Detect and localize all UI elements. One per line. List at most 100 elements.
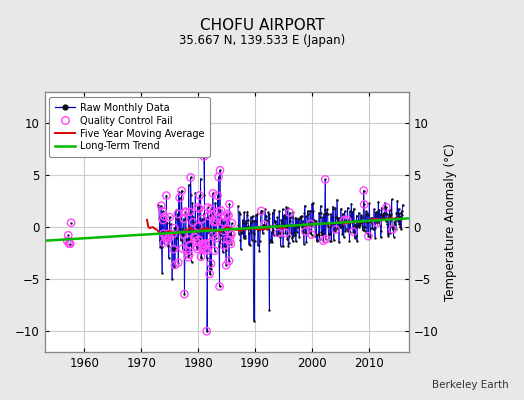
Point xyxy=(349,228,357,235)
Point xyxy=(296,214,304,220)
Point xyxy=(206,206,215,212)
Point xyxy=(215,243,223,249)
Point xyxy=(348,208,356,215)
Point xyxy=(222,262,231,268)
Point xyxy=(302,239,311,246)
Point xyxy=(66,240,74,247)
Point xyxy=(154,202,162,208)
Point xyxy=(392,226,400,232)
Point xyxy=(223,236,232,243)
Point xyxy=(217,216,226,222)
Point xyxy=(352,233,360,239)
Point xyxy=(198,216,206,222)
Point xyxy=(190,234,198,240)
Legend: Raw Monthly Data, Quality Control Fail, Five Year Moving Average, Long-Term Tren: Raw Monthly Data, Quality Control Fail, … xyxy=(49,97,210,157)
Point xyxy=(197,254,205,260)
Point xyxy=(185,209,194,215)
Point xyxy=(255,224,263,230)
Point xyxy=(308,201,316,207)
Point xyxy=(357,214,366,220)
Point xyxy=(237,229,246,236)
Point xyxy=(342,217,351,223)
Point xyxy=(344,228,352,235)
Point xyxy=(158,244,166,250)
Point xyxy=(311,220,319,227)
Point xyxy=(362,208,370,215)
Point xyxy=(179,228,187,235)
Point xyxy=(268,239,276,246)
Point xyxy=(339,222,347,229)
Point xyxy=(165,234,173,241)
Point xyxy=(297,212,305,219)
Point xyxy=(299,218,307,224)
Point xyxy=(298,224,306,230)
Point xyxy=(187,174,195,180)
Point xyxy=(346,208,354,215)
Point xyxy=(330,220,339,226)
Point xyxy=(352,224,361,230)
Point xyxy=(342,219,351,226)
Point xyxy=(212,220,220,227)
Point xyxy=(320,211,328,218)
Point xyxy=(343,205,352,211)
Point xyxy=(282,207,290,214)
Point xyxy=(345,220,353,226)
Point xyxy=(359,224,367,230)
Point xyxy=(392,210,400,216)
Point xyxy=(350,206,358,212)
Point xyxy=(202,215,211,222)
Point xyxy=(179,232,188,238)
Point xyxy=(389,224,397,230)
Point xyxy=(277,217,286,223)
Point xyxy=(174,260,182,266)
Point xyxy=(257,208,266,214)
Point xyxy=(332,214,341,220)
Point xyxy=(297,222,305,229)
Point xyxy=(196,176,205,182)
Point xyxy=(227,220,236,226)
Point xyxy=(167,221,176,228)
Point xyxy=(380,210,388,217)
Point xyxy=(180,216,188,222)
Point xyxy=(187,192,195,198)
Point xyxy=(274,230,282,236)
Point xyxy=(217,207,225,214)
Point xyxy=(182,248,191,254)
Point xyxy=(237,246,245,252)
Point xyxy=(297,214,305,220)
Point xyxy=(197,254,205,260)
Point xyxy=(176,195,184,201)
Point xyxy=(253,225,261,232)
Point xyxy=(211,248,219,254)
Point xyxy=(340,217,348,223)
Point xyxy=(259,222,268,228)
Point xyxy=(203,204,212,211)
Point xyxy=(173,211,182,217)
Point xyxy=(236,210,244,217)
Point xyxy=(267,236,275,243)
Point xyxy=(283,205,292,211)
Point xyxy=(190,234,199,240)
Point xyxy=(289,233,298,240)
Point xyxy=(270,206,278,213)
Point xyxy=(282,224,291,230)
Point xyxy=(243,212,251,218)
Point xyxy=(288,238,297,244)
Point xyxy=(177,230,185,236)
Point xyxy=(63,238,71,244)
Point xyxy=(262,213,270,219)
Point xyxy=(225,258,233,264)
Point xyxy=(385,212,394,218)
Point xyxy=(380,216,389,223)
Point xyxy=(390,218,399,225)
Point xyxy=(313,232,321,238)
Point xyxy=(372,210,380,216)
Point xyxy=(278,206,287,212)
Point xyxy=(386,230,395,236)
Point xyxy=(353,220,362,227)
Point xyxy=(345,238,354,244)
Point xyxy=(353,238,361,244)
Point xyxy=(290,224,299,231)
Point xyxy=(249,231,258,237)
Point xyxy=(200,191,209,198)
